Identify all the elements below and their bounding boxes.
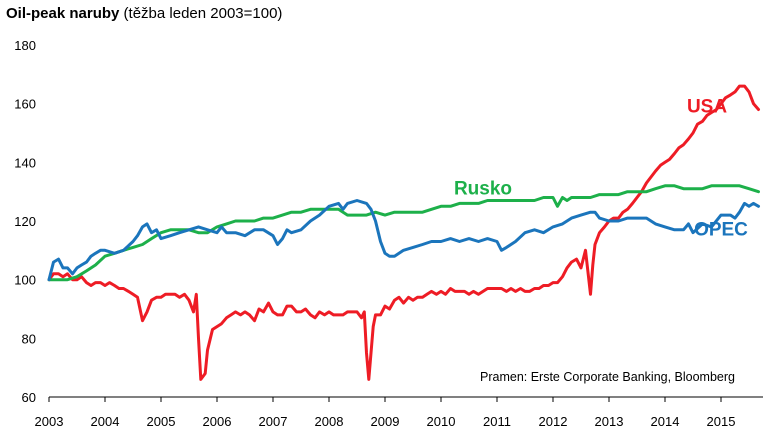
- x-tick-label: 2007: [259, 414, 288, 429]
- y-tick-label: 180: [14, 38, 36, 53]
- chart-series: [47, 84, 760, 381]
- series-line-usa: [47, 84, 760, 381]
- series-label-usa: USA: [687, 96, 727, 117]
- x-tick-label: 2012: [539, 414, 568, 429]
- y-tick-label: 120: [14, 214, 36, 229]
- y-tick-label: 60: [22, 390, 36, 405]
- x-tick-label: 2015: [707, 414, 736, 429]
- x-tick-label: 2004: [91, 414, 120, 429]
- x-tick-label: 2003: [35, 414, 64, 429]
- x-tick-label: 2011: [483, 414, 511, 429]
- y-tick-label: 140: [14, 155, 36, 170]
- series-label-opec: OPEC: [694, 220, 748, 241]
- y-tick-label: 160: [14, 97, 36, 112]
- x-tick-label: 2009: [371, 414, 400, 429]
- series-line-opec: [47, 199, 760, 282]
- chart-subtitle: (těžba leden 2003=100): [123, 5, 283, 22]
- y-tick-label: 80: [22, 331, 36, 346]
- x-tick-label: 2006: [203, 414, 232, 429]
- chart-title-block: Oil-peak naruby (těžba leden 2003=100): [6, 5, 282, 22]
- chart-title: Oil-peak naruby: [6, 5, 120, 22]
- x-tick-label: 2008: [315, 414, 344, 429]
- x-tick-label: 2013: [595, 414, 624, 429]
- chart-series-labels: USA Rusko OPEC: [454, 96, 748, 240]
- x-tick-label: 2010: [427, 414, 456, 429]
- chart-axes: 2003 2004 2005 2006 2007 2008 2009 2010 2011 2012…: [14, 38, 763, 429]
- x-tick-label: 2014: [651, 414, 680, 429]
- series-label-rusko: Rusko: [454, 179, 512, 200]
- x-tick-label: 2005: [147, 414, 176, 429]
- source-note: Pramen: Erste Corporate Banking, Bloombe…: [480, 370, 735, 384]
- series-line-rusko: [47, 184, 760, 282]
- y-tick-label: 100: [14, 273, 36, 288]
